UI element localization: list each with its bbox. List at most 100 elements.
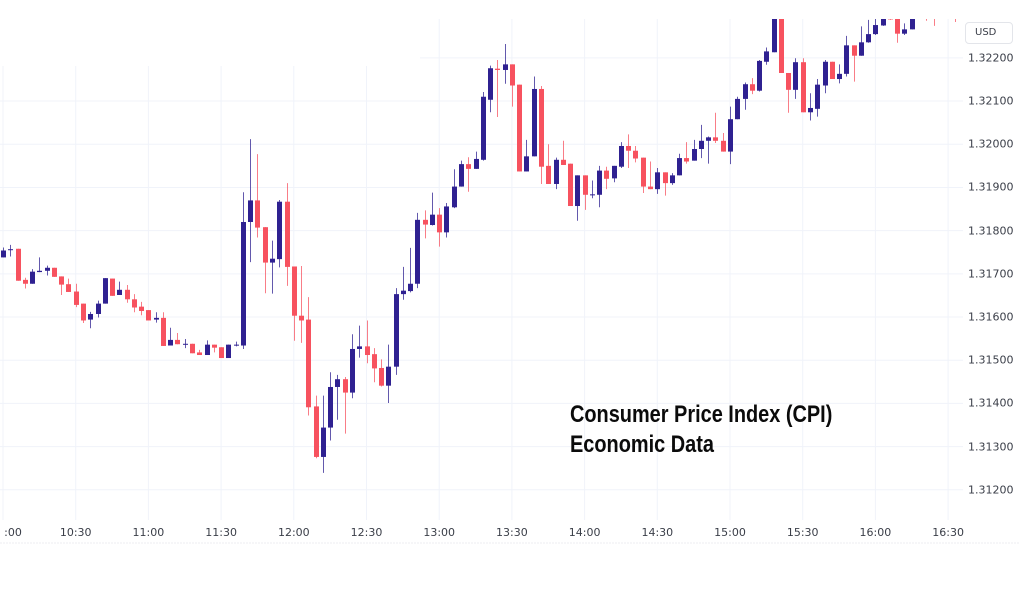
candle-body bbox=[735, 98, 740, 120]
candle-body bbox=[372, 354, 377, 369]
candle-down bbox=[66, 278, 71, 292]
candle-body bbox=[866, 34, 871, 43]
candle-down bbox=[924, 2, 929, 21]
candle-body bbox=[924, 2, 929, 14]
candle-body bbox=[859, 42, 864, 56]
candle-down bbox=[546, 144, 551, 184]
candle-body bbox=[1, 250, 6, 258]
candle-up bbox=[881, 19, 886, 26]
candle-body bbox=[132, 299, 137, 308]
candle-up bbox=[743, 82, 748, 110]
candle-body bbox=[837, 73, 842, 80]
price-tick-label: 1.32200 bbox=[968, 51, 1014, 65]
candle-body bbox=[219, 347, 224, 359]
candle-body bbox=[343, 379, 348, 393]
candle-up bbox=[8, 244, 13, 257]
candle-body bbox=[575, 175, 580, 207]
candle-up bbox=[408, 247, 413, 293]
candle-down bbox=[830, 61, 835, 80]
candle-up bbox=[793, 58, 798, 99]
candle-down bbox=[939, 4, 944, 15]
price-tick-label: 1.31500 bbox=[968, 353, 1014, 367]
candle-up bbox=[873, 19, 878, 35]
candle-down bbox=[161, 312, 166, 346]
candle-up bbox=[844, 35, 849, 77]
candle-body bbox=[459, 164, 464, 187]
candle-up bbox=[270, 240, 275, 294]
candle-down bbox=[110, 278, 115, 296]
candle-body bbox=[626, 145, 631, 151]
candle-body bbox=[852, 45, 857, 56]
candle-down bbox=[801, 58, 806, 113]
candle-body bbox=[452, 186, 457, 208]
price-tick-label: 1.31900 bbox=[968, 180, 1014, 194]
candle-up bbox=[655, 168, 660, 194]
candle-up bbox=[154, 312, 159, 323]
candle-up bbox=[241, 192, 246, 349]
candle-body bbox=[939, 6, 944, 12]
candle-body bbox=[910, 19, 915, 30]
candle-up bbox=[386, 344, 391, 403]
candle-up bbox=[394, 288, 399, 375]
candle-down bbox=[539, 85, 544, 184]
candle-down bbox=[23, 277, 28, 289]
candle-body bbox=[677, 158, 682, 176]
candle-body bbox=[728, 119, 733, 152]
candle-up bbox=[612, 165, 617, 183]
candle-body bbox=[37, 270, 42, 273]
candle-up bbox=[96, 300, 101, 318]
candle-body bbox=[110, 278, 115, 296]
candle-down bbox=[59, 276, 64, 295]
candle-down bbox=[292, 266, 297, 341]
candle-body bbox=[561, 159, 566, 165]
candle-body bbox=[946, 4, 951, 12]
candle-down bbox=[263, 227, 268, 294]
candle-body bbox=[844, 45, 849, 74]
candle-body bbox=[314, 406, 319, 457]
candle-body bbox=[8, 249, 13, 251]
candle-up bbox=[226, 344, 231, 359]
candle-up bbox=[401, 266, 406, 300]
candle-body bbox=[801, 62, 806, 113]
time-tick-label: 15:30 bbox=[786, 526, 819, 539]
candle-up bbox=[706, 136, 711, 164]
candle-up bbox=[772, 19, 777, 53]
candle-body bbox=[139, 306, 144, 311]
candle-down bbox=[437, 208, 442, 247]
candle-body bbox=[655, 172, 660, 190]
candle-body bbox=[554, 159, 559, 184]
candle-up bbox=[619, 142, 624, 169]
candle-body bbox=[241, 221, 246, 346]
candle-up bbox=[946, 1, 951, 14]
candle-down bbox=[684, 142, 689, 164]
candle-down bbox=[52, 267, 57, 277]
candle-up bbox=[444, 202, 449, 238]
candle-body bbox=[96, 303, 101, 314]
candle-body bbox=[510, 64, 515, 86]
candle-body bbox=[619, 145, 624, 167]
candle-body bbox=[881, 19, 886, 26]
candle-body bbox=[823, 61, 828, 86]
candles bbox=[1, 1, 958, 473]
candle-body bbox=[350, 348, 355, 393]
candle-body bbox=[888, 19, 893, 20]
candle-body bbox=[568, 163, 573, 207]
currency-button[interactable]: USD bbox=[965, 22, 1013, 44]
candle-up bbox=[488, 65, 493, 113]
candle-body bbox=[524, 156, 529, 172]
candle-body bbox=[285, 201, 290, 267]
candle-body bbox=[590, 194, 595, 196]
candle-body bbox=[699, 140, 704, 150]
candle-up bbox=[532, 76, 537, 157]
candle-body bbox=[306, 319, 311, 408]
candle-body bbox=[670, 175, 675, 184]
candle-down bbox=[510, 64, 515, 107]
candle-body bbox=[546, 165, 551, 184]
candle-body bbox=[953, 5, 958, 12]
candle-down bbox=[372, 348, 377, 383]
candle-up bbox=[103, 278, 108, 304]
candle-body bbox=[59, 276, 64, 285]
candle-body bbox=[161, 317, 166, 346]
candle-body bbox=[495, 68, 500, 70]
candle-body bbox=[830, 61, 835, 80]
